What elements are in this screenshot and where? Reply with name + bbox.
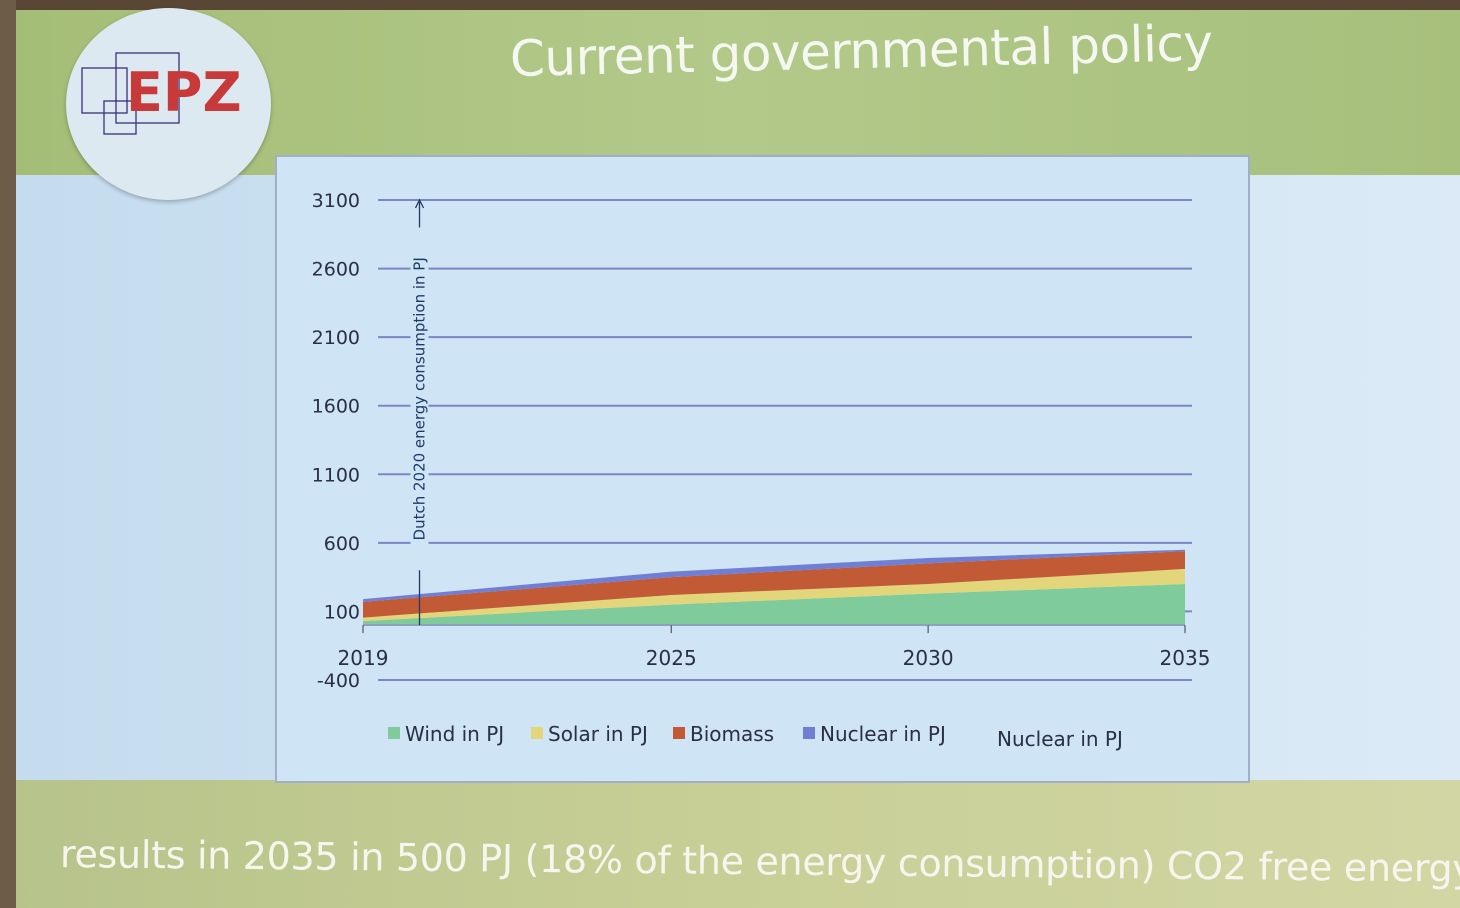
y-tick-label: 2600 <box>312 259 360 281</box>
x-tick-label: 2030 <box>903 646 954 670</box>
epz-logo: EPZ <box>66 8 271 200</box>
y-tick-label: -400 <box>317 670 360 692</box>
footer-band <box>0 780 1460 908</box>
legend-label: Nuclear in PJ <box>997 727 1123 751</box>
screen-edge-left <box>0 0 16 908</box>
screen-edge <box>0 0 1460 10</box>
logo-text: EPZ <box>126 61 242 124</box>
legend-swatch <box>388 727 400 739</box>
y-tick-label: 100 <box>324 601 360 623</box>
area-biomass <box>363 551 1185 618</box>
arrow-head-icon <box>414 198 425 209</box>
area-solar-in-pj <box>363 568 1185 622</box>
y-tick-label: 3100 <box>312 190 360 212</box>
legend-label: Wind in PJ <box>405 722 504 746</box>
legend-label: Nuclear in PJ <box>820 722 946 746</box>
legend-label: Solar in PJ <box>548 722 648 746</box>
annotation-label-bg <box>410 227 429 571</box>
y-tick-label: 1600 <box>312 396 360 418</box>
area-wind-in-pj <box>363 584 1185 626</box>
annotation-label: Dutch 2020 energy consumption in PJ <box>411 257 429 540</box>
legend-label: Biomass <box>690 722 774 746</box>
chart-frame <box>275 155 1250 783</box>
x-tick-label: 2019 <box>338 646 389 670</box>
legend-swatch <box>803 727 815 739</box>
x-tick-label: 2035 <box>1160 646 1211 670</box>
y-tick-label: 600 <box>324 533 360 555</box>
area-nuclear-in-pj <box>363 549 1185 602</box>
y-tick-label: 2100 <box>312 327 360 349</box>
y-tick-label: 1100 <box>312 464 360 486</box>
x-tick-label: 2025 <box>646 646 697 670</box>
legend-swatch <box>531 727 543 739</box>
legend-swatch <box>673 727 685 739</box>
